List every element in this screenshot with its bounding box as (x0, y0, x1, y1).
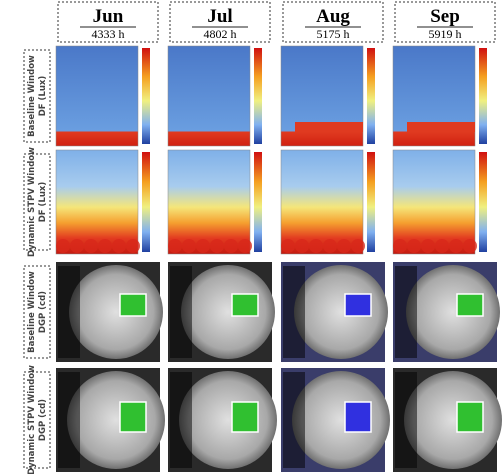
heat-band (295, 122, 363, 132)
legend-panel (283, 266, 305, 358)
heat-spot (323, 239, 337, 253)
legend-bar (479, 152, 487, 252)
legend-bar (367, 152, 375, 252)
heat-spot (393, 239, 407, 253)
hours: 4333 h (92, 27, 125, 41)
window (120, 294, 146, 316)
heat-spot (182, 239, 196, 253)
legend-panel (170, 372, 192, 468)
hours: 4802 h (204, 27, 237, 41)
heat-spot (196, 239, 210, 253)
window (345, 294, 371, 316)
legend-panel (170, 266, 192, 358)
heat-spot (112, 239, 126, 253)
heatmap (281, 150, 363, 254)
fisheye (179, 371, 277, 469)
heat-spot (210, 239, 224, 253)
row-title: Baseline Window (27, 55, 37, 137)
heat-spot (421, 239, 435, 253)
heatmap (56, 150, 138, 254)
heat-spot (70, 239, 84, 253)
month: Jun (93, 6, 124, 27)
heat-spot (281, 239, 295, 253)
heat-spot (463, 239, 477, 253)
heat-spot (56, 239, 70, 253)
legend-panel (395, 372, 417, 468)
row-unit: DGP (cd) (38, 291, 48, 333)
row-unit: DF (Lux) (38, 182, 48, 223)
heat-spot (407, 239, 421, 253)
hours: 5919 h (429, 27, 462, 41)
month: Sep (430, 6, 460, 27)
window (457, 402, 483, 432)
row-title: Dynamic STPV Window (27, 147, 37, 257)
fisheye (406, 265, 500, 359)
fisheye (181, 265, 275, 359)
legend-bar (142, 48, 150, 144)
heatmap (393, 150, 475, 254)
legend-panel (58, 266, 80, 358)
fisheye (294, 265, 388, 359)
heat-spot (126, 239, 140, 253)
heat-spot (435, 239, 449, 253)
heat-spot (449, 239, 463, 253)
heat-spot (337, 239, 351, 253)
fisheye (69, 265, 163, 359)
window (232, 294, 258, 316)
window (345, 402, 371, 432)
heat-spot (351, 239, 365, 253)
legend-panel (58, 372, 80, 468)
legend-bar (479, 48, 487, 144)
month: Aug (316, 6, 350, 27)
heatmap (168, 150, 250, 254)
row-unit: DF (Lux) (38, 76, 48, 117)
heat-spot (168, 239, 182, 253)
legend-bar (142, 152, 150, 252)
fisheye (404, 371, 502, 469)
legend-bar (254, 48, 262, 144)
row-title: Dynamic STPV Window (27, 365, 37, 474)
heatmap (168, 46, 250, 146)
hours: 5175 h (317, 27, 350, 41)
legend-bar (254, 152, 262, 252)
heat-spot (238, 239, 252, 253)
row-unit: DGP (cd) (38, 399, 48, 441)
legend-panel (283, 372, 305, 468)
heatmap (56, 46, 138, 146)
legend-panel (395, 266, 417, 358)
fisheye (292, 371, 390, 469)
window (457, 294, 483, 316)
row-title: Baseline Window (27, 271, 37, 353)
fisheye (67, 371, 165, 469)
figure: Jun4333 h Jul4802 h Aug5175 h Sep5919 h Base… (0, 0, 504, 474)
heat-spot (84, 239, 98, 253)
heat-spot (295, 239, 309, 253)
month: Jul (207, 6, 232, 27)
window (120, 402, 146, 432)
heat-band (407, 122, 475, 132)
heat-spot (309, 239, 323, 253)
legend-bar (367, 48, 375, 144)
heat-spot (98, 239, 112, 253)
heat-spot (224, 239, 238, 253)
window (232, 402, 258, 432)
